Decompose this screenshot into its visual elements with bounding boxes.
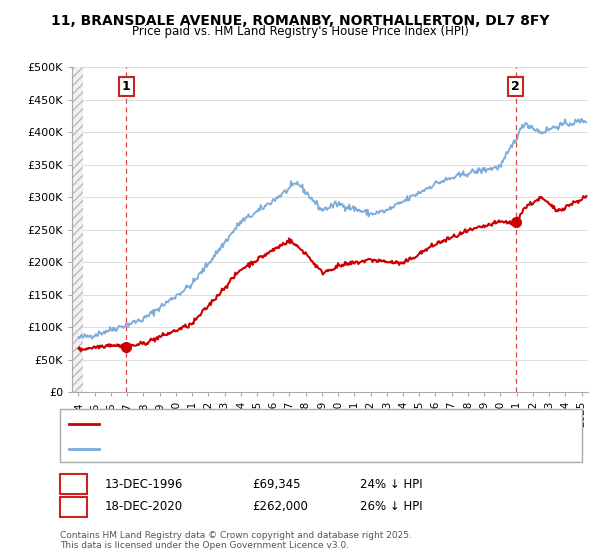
Text: Price paid vs. HM Land Registry's House Price Index (HPI): Price paid vs. HM Land Registry's House … [131,25,469,38]
Text: HPI: Average price, detached house, North Yorkshire: HPI: Average price, detached house, Nort… [105,444,391,454]
Bar [72,67,83,392]
Text: 13-DEC-1996: 13-DEC-1996 [105,478,184,491]
Text: 24% ↓ HPI: 24% ↓ HPI [360,478,422,491]
Text: £69,345: £69,345 [252,478,301,491]
Text: Contains HM Land Registry data © Crown copyright and database right 2025.
This d: Contains HM Land Registry data © Crown c… [60,530,412,550]
Text: 1: 1 [69,478,77,491]
Text: 1: 1 [122,80,131,93]
Text: 18-DEC-2020: 18-DEC-2020 [105,500,183,514]
Text: 2: 2 [69,500,77,514]
Text: £262,000: £262,000 [252,500,308,514]
Text: 11, BRANSDALE AVENUE, ROMANBY, NORTHALLERTON, DL7 8FY (detached house): 11, BRANSDALE AVENUE, ROMANBY, NORTHALLE… [105,419,555,429]
Text: 11, BRANSDALE AVENUE, ROMANBY, NORTHALLERTON, DL7 8FY: 11, BRANSDALE AVENUE, ROMANBY, NORTHALLE… [51,14,549,28]
Text: 2: 2 [511,80,520,93]
Text: 26% ↓ HPI: 26% ↓ HPI [360,500,422,514]
